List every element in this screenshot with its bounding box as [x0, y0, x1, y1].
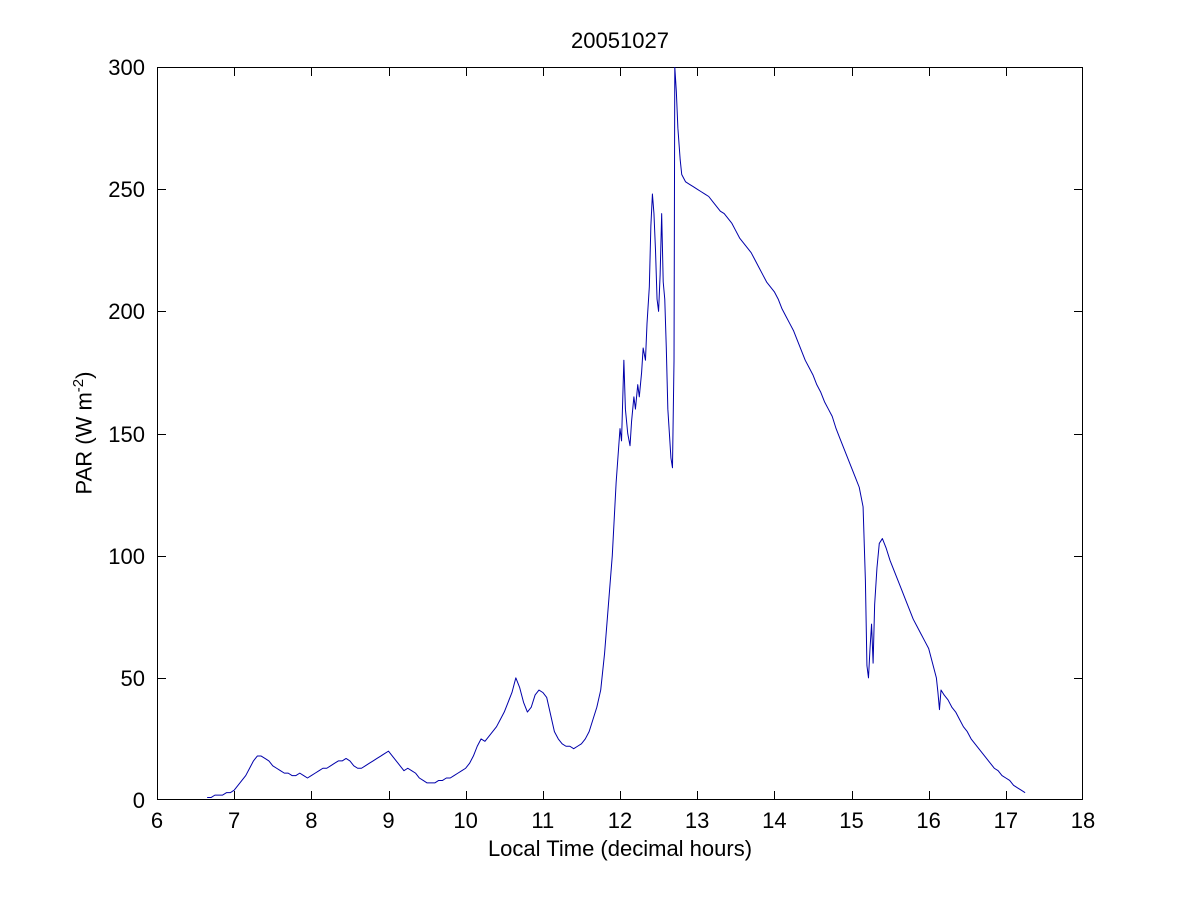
y-tick-label: 50 [120, 665, 145, 691]
x-tick-label: 13 [684, 808, 710, 833]
x-tick-label: 6 [150, 808, 164, 833]
x-tick-label: 11 [531, 808, 555, 833]
x-tick-label: 10 [453, 808, 478, 833]
x-tick-label: 9 [382, 808, 395, 833]
y-axis-label-close: ) [71, 371, 97, 379]
plot-area [157, 67, 1083, 800]
chart-title: 20051027 [571, 28, 669, 53]
y-axis-label-superscript: -2 [70, 378, 87, 393]
x-tick-label: 8 [305, 808, 318, 833]
x-tick-label: 18 [1070, 808, 1096, 833]
x-tick-label: 7 [228, 808, 241, 833]
y-tick-label: 150 [108, 421, 145, 447]
x-tick-label: 17 [993, 808, 1019, 833]
x-tick-label: 14 [762, 808, 787, 833]
y-tick-label: 100 [108, 543, 145, 569]
y-tick-label: 200 [108, 299, 145, 325]
x-tick-label: 15 [839, 808, 864, 833]
x-tick-label: 16 [916, 808, 941, 833]
y-tick-label: 250 [108, 177, 145, 203]
chart-canvas [157, 67, 1083, 800]
x-axis-label: Local Time (decimal hours) [487, 836, 753, 861]
y-tick-label: 0 [132, 788, 145, 813]
y-tick-label: 300 [108, 55, 145, 80]
x-tick-label: 12 [607, 808, 633, 833]
